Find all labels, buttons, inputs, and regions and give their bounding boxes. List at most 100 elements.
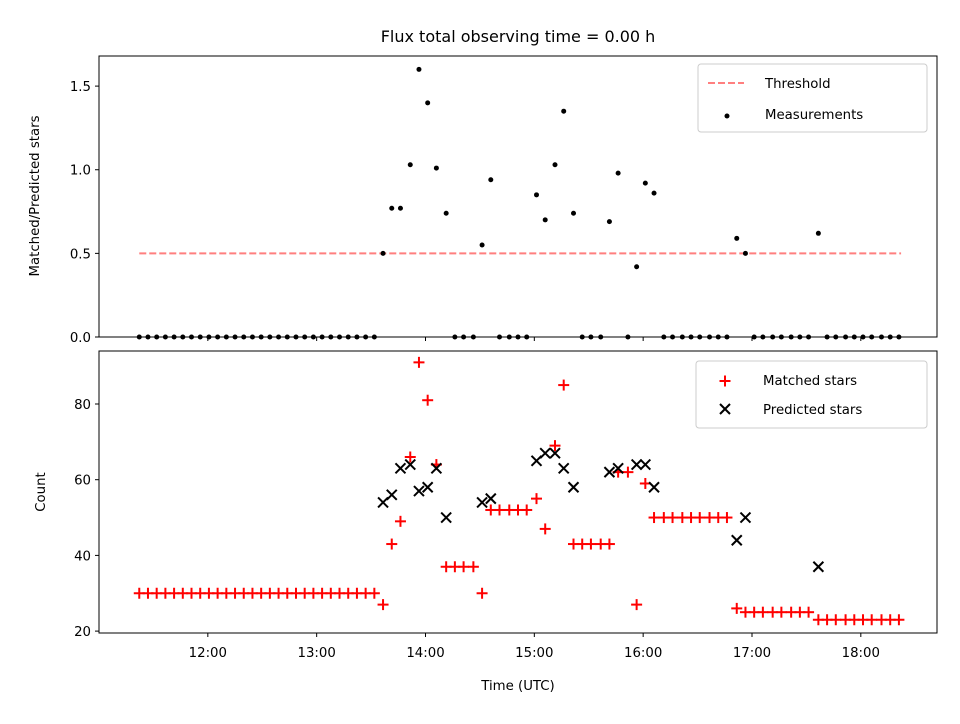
- measurement-point: [561, 108, 567, 114]
- matched-star-point: [603, 538, 615, 550]
- measurement-point: [815, 230, 821, 236]
- matched-star-point: [476, 587, 488, 599]
- legend-measurements-swatch: [724, 113, 730, 119]
- matched-star-point: [694, 512, 706, 524]
- matched-star-point: [731, 602, 743, 614]
- measurement-point: [571, 210, 577, 216]
- matched-star-point: [539, 523, 551, 535]
- top-x-ticks: [207, 337, 862, 341]
- matched-star-point: [413, 356, 425, 368]
- top-panel-frame: [98, 55, 938, 338]
- matched-star-point: [622, 466, 634, 478]
- measurement-point: [389, 205, 395, 211]
- predicted-star-point: [603, 466, 616, 478]
- predicted-star-point: [639, 458, 652, 471]
- bottom-x-tick-label: 16:00: [624, 646, 662, 661]
- predicted-star-point: [648, 481, 660, 493]
- matched-star-point: [467, 561, 479, 573]
- predicted-star-point: [558, 462, 570, 475]
- bottom-x-tick-label: 13:00: [297, 646, 335, 661]
- top-y-tick-label: 0.0: [70, 331, 91, 346]
- measurement-point: [443, 210, 449, 216]
- bottom-y-tick-label: 60: [74, 474, 91, 489]
- chart-title: Flux total observing time = 0.00 h: [381, 27, 656, 46]
- bottom-x-tick-label: 14:00: [406, 646, 444, 661]
- measurement-point: [479, 242, 485, 248]
- predicted-star-point: [567, 481, 580, 493]
- bottom-y-axis-label: Count: [34, 472, 49, 512]
- predicted-star-point: [630, 458, 643, 471]
- matched-star-point: [493, 504, 505, 516]
- matched-star-point: [866, 614, 878, 626]
- measurement-point: [642, 180, 648, 186]
- matched-star-point: [549, 440, 561, 452]
- top-legend: Threshold Measurements: [697, 63, 928, 133]
- bottom-legend-box: [695, 360, 928, 429]
- measurement-point: [606, 219, 612, 225]
- matched-star-point: [585, 538, 597, 550]
- top-panel: 0.0 0.5 1.0 1.5 Matched/Predicted stars Thr…: [28, 55, 938, 346]
- matched-star-point: [830, 614, 842, 626]
- bottom-panel-marks: [133, 356, 905, 626]
- bottom-x-tick-label: 12:00: [189, 646, 227, 661]
- predicted-star-point: [421, 481, 434, 493]
- predicted-star-point: [440, 511, 452, 524]
- measurement-point: [407, 162, 413, 168]
- legend-threshold-label: Threshold: [764, 77, 831, 92]
- legend-predicted-label: Predicted stars: [763, 403, 862, 418]
- measurement-point: [542, 217, 548, 223]
- bottom-x-tick-label: 17:00: [733, 646, 771, 661]
- measurement-point: [552, 162, 558, 168]
- matched-star-point: [531, 493, 543, 505]
- measurement-point: [416, 66, 422, 72]
- predicted-star-point: [413, 485, 425, 497]
- measurement-point: [615, 170, 621, 176]
- measurement-point: [488, 177, 494, 183]
- measurement-point: [634, 264, 640, 270]
- legend-matched-swatch: [719, 375, 731, 387]
- bottom-y-tick-label: 80: [74, 398, 91, 413]
- matched-star-point: [667, 512, 679, 524]
- legend-matched-label: Matched stars: [763, 374, 857, 389]
- bottom-x-ticks: 12:00 13:00 14:00 15:00 16:00 17:00 18:00: [189, 633, 880, 661]
- matched-star-point: [404, 451, 416, 463]
- bottom-legend: Matched stars Predicted stars: [695, 360, 928, 429]
- bottom-y-ticks: 20 40 60 80: [74, 398, 99, 640]
- matched-star-point: [521, 504, 533, 516]
- matched-star-point: [386, 538, 398, 550]
- measurement-point: [425, 100, 431, 106]
- measurement-point: [651, 190, 657, 196]
- predicted-star-point: [386, 489, 398, 501]
- top-legend-box: [697, 63, 928, 133]
- bottom-x-tick-label: 18:00: [842, 646, 880, 661]
- predicted-star-point: [812, 561, 825, 573]
- matched-star-point: [558, 379, 570, 391]
- top-y-tick-label: 1.5: [70, 80, 91, 95]
- matched-star-point: [422, 394, 434, 406]
- top-y-tick-label: 0.5: [70, 247, 91, 262]
- predicted-star-point: [430, 462, 443, 475]
- matched-star-point: [721, 512, 733, 524]
- bottom-y-tick-label: 20: [74, 625, 91, 640]
- measurement-point: [742, 250, 748, 256]
- top-y-axis-label: Matched/Predicted stars: [28, 115, 43, 276]
- matched-star-point: [368, 587, 380, 599]
- measurement-point: [534, 192, 540, 198]
- legend-measurements-label: Measurements: [765, 108, 863, 123]
- top-y-ticks: 0.0 0.5 1.0 1.5: [70, 80, 99, 346]
- predicted-star-point: [476, 496, 488, 509]
- matched-star-point: [775, 606, 787, 618]
- bottom-y-tick-label: 40: [74, 549, 91, 564]
- predicted-star-point: [549, 447, 561, 459]
- predicted-star-point: [485, 492, 497, 505]
- bottom-panel-frame: [98, 350, 938, 634]
- predicted-star-point: [404, 458, 416, 471]
- matched-star-point: [803, 606, 815, 618]
- legend-predicted-swatch: [719, 403, 731, 415]
- matched-star-point: [648, 512, 660, 524]
- matched-star-point: [377, 599, 389, 611]
- top-y-tick-label: 1.0: [70, 164, 91, 179]
- matched-star-point: [631, 599, 643, 611]
